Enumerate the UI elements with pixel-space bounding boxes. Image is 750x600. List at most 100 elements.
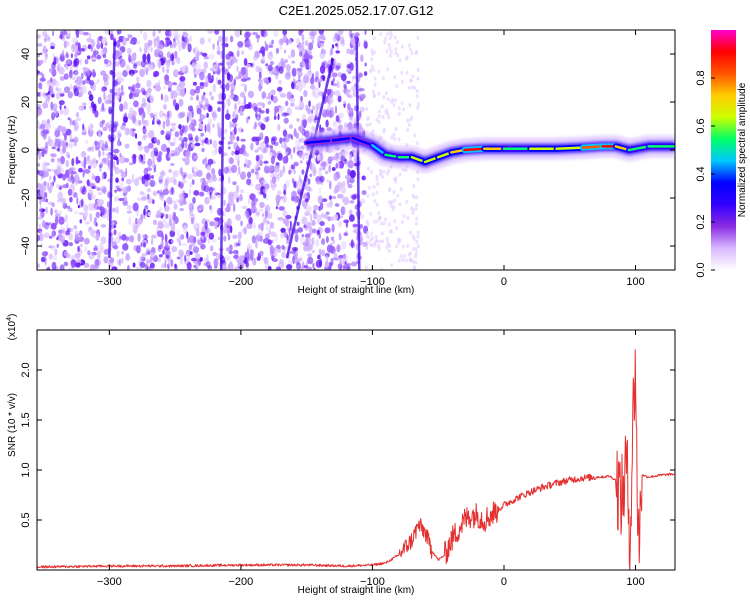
noise-speck [84,58,89,65]
noise-speck [147,158,153,167]
noise-speck [54,129,61,138]
noise-speck [179,256,184,265]
noise-speck [379,168,382,173]
noise-speck [76,76,83,86]
noise-speck [393,137,397,141]
noise-speck [312,105,315,111]
noise-speck [308,226,314,236]
spectrogram-y-axis-label: Frequency (Hz) [7,116,18,185]
noise-speck [298,30,303,36]
noise-speck [284,49,287,54]
noise-speck [284,72,291,80]
noise-speck [154,49,161,53]
noise-speck [279,106,285,111]
noise-speck [265,43,269,52]
noise-speck [105,147,111,152]
noise-speck [226,72,231,81]
noise-speck [224,43,229,48]
noise-speck [247,90,254,99]
noise-speck [43,37,47,43]
noise-speck [310,84,316,90]
noise-speck [259,110,265,114]
noise-speck [236,65,239,73]
noise-speck [196,169,203,178]
noise-speck [283,144,288,150]
noise-speck [156,40,163,49]
noise-speck [158,30,161,34]
noise-speck [131,115,137,123]
noise-speck [341,39,345,47]
noise-speck [337,193,343,199]
noise-speck [349,176,355,184]
noise-speck [307,253,312,258]
noise-speck [240,66,247,76]
noise-speck [130,73,134,78]
noise-speck [86,179,90,187]
noise-speck [274,105,279,113]
noise-speck [373,243,377,248]
x-tick-label: −200 [229,276,254,288]
noise-speck [294,85,299,90]
noise-speck [241,50,244,55]
noise-speck [62,228,66,234]
noise-speck [37,183,42,187]
noise-speck [52,255,58,261]
noise-speck [54,209,58,214]
noise-speck [166,69,169,74]
noise-speck [143,111,146,119]
noise-speck [216,194,222,198]
noise-speck [149,262,155,269]
noise-speck [223,128,228,134]
noise-speck [119,152,122,158]
x-tick-label: 0 [501,576,507,588]
noise-speck [225,166,230,172]
colorbar-tick-label: 0.8 [695,70,707,85]
noise-speck [72,64,78,68]
noise-speck [409,251,412,256]
noise-speck [313,204,319,211]
noise-speck [334,90,341,96]
noise-speck [305,205,312,213]
noise-speck [282,156,288,164]
noise-speck [42,102,49,109]
noise-speck [319,187,321,195]
noise-speck [100,236,107,245]
noise-speck [200,51,203,56]
noise-speck [296,80,302,88]
noise-speck [319,65,326,74]
noise-speck [42,45,47,54]
noise-speck [207,72,212,81]
noise-speck [179,128,184,137]
noise-speck [49,175,52,181]
noise-speck [203,185,210,193]
noise-speck [174,263,177,268]
noise-speck [244,84,247,93]
noise-speck [206,219,210,223]
noise-speck [140,60,146,68]
noise-speck [270,89,276,96]
noise-speck [260,30,265,37]
band-core [331,136,354,142]
noise-speck [296,118,300,122]
noise-speck [363,40,369,49]
noise-speck [229,59,234,65]
noise-speck [132,69,138,74]
noise-speck [416,177,420,182]
noise-speck [252,257,257,266]
noise-speck [260,123,266,131]
noise-speck [157,120,161,125]
noise-speck [414,260,418,265]
noise-speck [53,169,59,175]
noise-speck [65,253,71,259]
noise-speck [148,142,154,149]
noise-speck [217,131,222,138]
noise-speck [110,33,114,41]
noise-speck [366,230,369,235]
noise-speck [70,259,77,268]
noise-speck [367,185,371,190]
noise-speck [132,202,139,212]
noise-speck [107,190,110,199]
noise-speck [161,219,168,224]
noise-speck [240,83,246,87]
noise-speck [177,92,183,96]
